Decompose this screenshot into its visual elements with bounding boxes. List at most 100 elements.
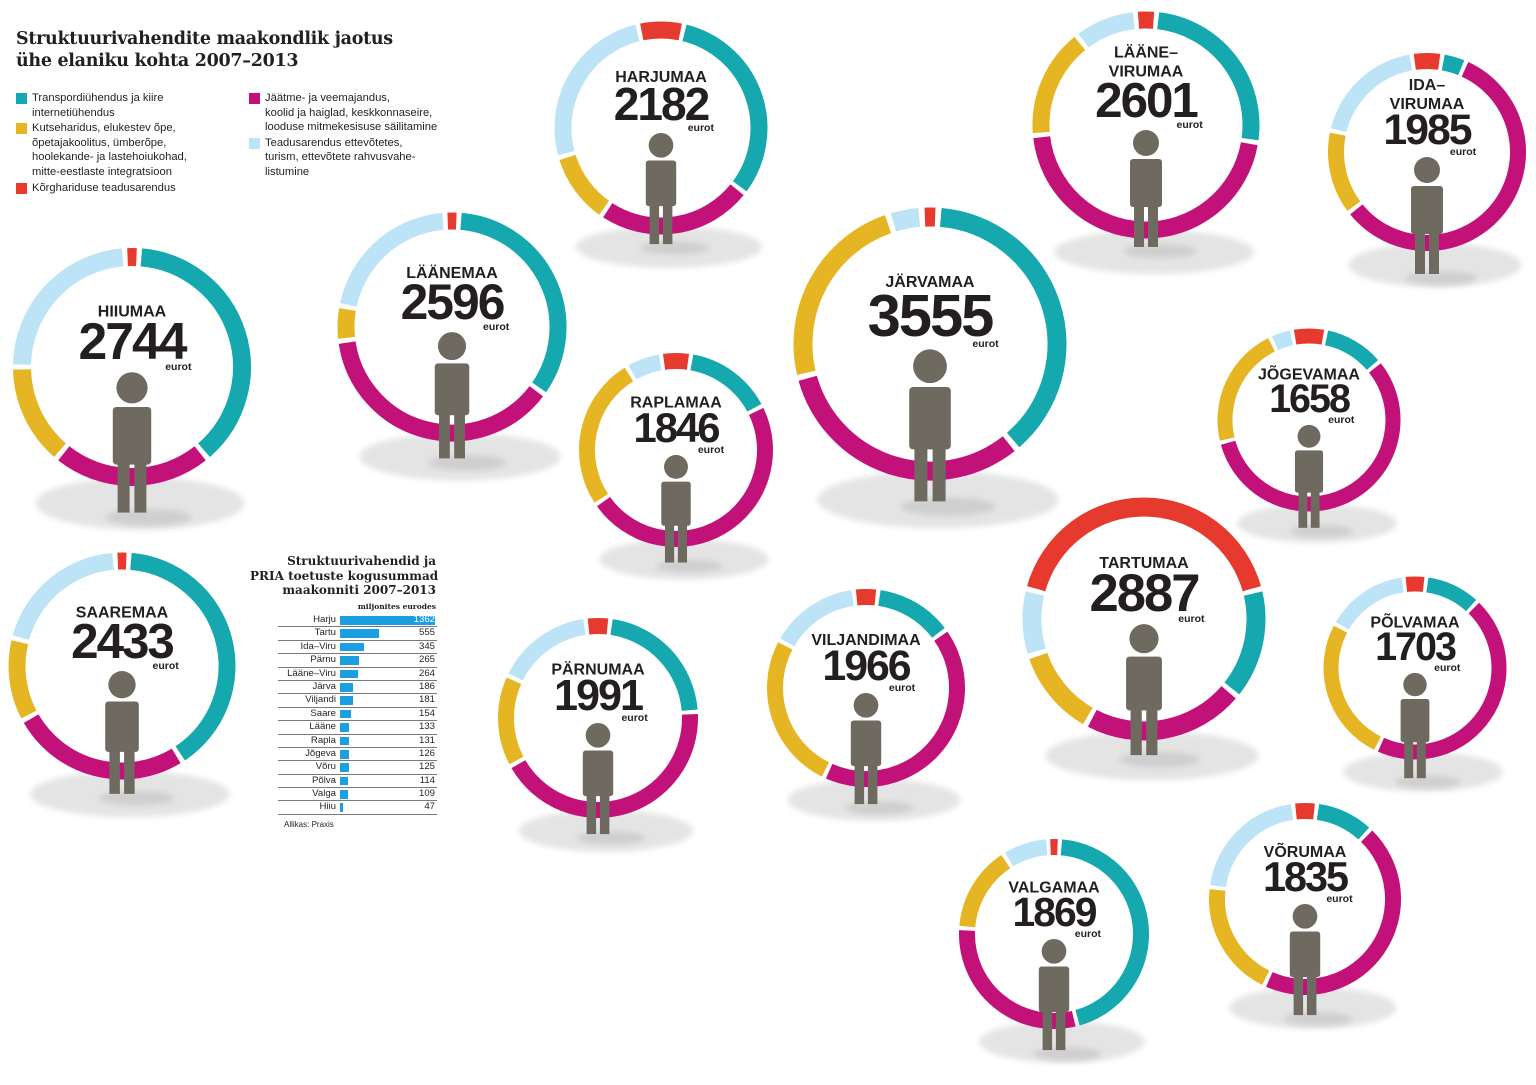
county-name: RAPLAMAA	[630, 395, 722, 412]
amount-unit: eurot	[621, 712, 648, 724]
legend-label: internetiühendus	[32, 106, 115, 119]
amount-per-resident: 1991	[554, 672, 643, 720]
amount-per-resident: 1846	[634, 404, 720, 451]
person-icon	[428, 332, 506, 471]
donut-segment-environment	[1350, 62, 1526, 251]
legend-label: koolid ja haiglad, keskkonnaseire,	[265, 106, 433, 119]
donut-segment-transport	[1157, 12, 1260, 141]
total-value: 345	[418, 640, 435, 652]
donut-segment-education	[959, 854, 1011, 928]
donut-segment-higher-ed	[1027, 497, 1261, 592]
donut-segment-environment	[338, 341, 544, 442]
amount-unit: eurot	[483, 321, 510, 333]
legend-swatch	[16, 182, 27, 194]
total-bar	[340, 736, 350, 746]
donut-segment-environment	[597, 407, 774, 548]
county-name: HIIUMAA	[98, 304, 167, 321]
county-name: VIRUMAA	[1390, 96, 1465, 113]
table-row: Järva 186	[278, 681, 437, 695]
donut-segment-transport	[682, 24, 768, 192]
donut-segment-education	[1328, 132, 1361, 211]
donut-segment-education	[1217, 338, 1276, 441]
donut-segment-enterprise	[628, 354, 662, 380]
donut-segment-education	[1032, 36, 1086, 134]
chart-title-line-1: Struktuurivahendite maakondlik jaotus	[16, 29, 393, 49]
donut-segment-transport	[460, 212, 567, 393]
total-value: 181	[418, 694, 435, 706]
chart-title-line-2: ühe elaniku kohta 2007–2013	[16, 51, 299, 71]
amount-unit: eurot	[698, 444, 725, 456]
donut-segment-environment	[58, 446, 206, 486]
person-icon	[1405, 157, 1477, 285]
county-name: VIRUMAA	[1109, 64, 1184, 81]
person-icon	[1033, 938, 1102, 1061]
total-value: 131	[418, 734, 435, 746]
total-value: 555	[418, 627, 435, 639]
amount-unit: eurot	[1178, 613, 1205, 625]
donut-segment-transport	[140, 248, 252, 457]
county-label: Jõgeva	[305, 747, 336, 759]
legend-label: Jäätme- ja veemajandus,	[265, 92, 390, 104]
county-label: Pärnu	[310, 654, 336, 666]
county-label: Rapla	[310, 734, 336, 746]
total-bar	[340, 749, 349, 759]
donut-segment-higher-ed	[662, 352, 690, 370]
donut-segment-environment	[798, 375, 1015, 481]
total-bar	[340, 616, 435, 625]
source-note: Allikas: Praxis	[284, 820, 334, 829]
donut-segment-transport	[610, 619, 698, 712]
county-label: Valga	[312, 788, 336, 800]
person-icon	[655, 454, 722, 573]
amount-per-resident: 2596	[401, 274, 504, 330]
person-icon	[1284, 903, 1353, 1026]
total-bar	[340, 709, 351, 719]
chart-title: Struktuurivahendite maakondlik jaotus üh…	[16, 28, 436, 72]
county-name: JÄRVAMAA	[885, 273, 975, 291]
donut-segment-environment	[1377, 602, 1507, 760]
total-value: 47	[424, 801, 435, 813]
total-bar	[340, 776, 348, 786]
amount-per-resident: 2182	[614, 78, 709, 130]
donut-segment-education	[579, 367, 634, 503]
donut-segment-transport	[1316, 804, 1370, 840]
total-value: 265	[418, 654, 435, 666]
person-icon	[105, 372, 192, 526]
table-row: Saare 154	[278, 708, 437, 722]
county-name: IDA–	[1409, 77, 1446, 94]
amount-per-resident: 1869	[1013, 889, 1097, 935]
donut-segment-education	[767, 642, 830, 777]
donut-segment-transport	[939, 207, 1067, 448]
bar-table-unit: miljonites eurodes	[357, 602, 436, 611]
county-label: Tartu	[314, 627, 336, 639]
donut-segment-enterprise	[1078, 12, 1136, 48]
total-value: 126	[418, 747, 435, 759]
county-label: Võru	[315, 761, 336, 773]
total-value: 109	[418, 788, 435, 800]
amount-per-resident: 2433	[71, 614, 173, 669]
county-label: Ida–Viru	[300, 640, 336, 652]
person-icon	[901, 349, 995, 516]
legend-swatch	[16, 123, 27, 135]
legend-label: Kutseharidus, elukestev õpe,	[32, 122, 176, 135]
table-row: Harju 1362	[278, 614, 437, 628]
amount-unit: eurot	[1450, 146, 1477, 158]
county-name: PÕLVAMAA	[1370, 612, 1460, 632]
donut-segment-transport	[1441, 54, 1465, 76]
person-icon	[845, 692, 914, 815]
donut-segment-education	[337, 308, 356, 339]
amount-per-resident: 1658	[1269, 377, 1350, 421]
donut-segment-environment	[1087, 685, 1236, 741]
amount-per-resident: 1835	[1263, 854, 1348, 900]
amount-per-resident: 2744	[79, 312, 188, 370]
donut-segment-environment	[959, 930, 1076, 1029]
total-bar	[340, 656, 359, 665]
donut-segment-education	[1209, 889, 1270, 985]
legend-label: turism, ettevõtete rahvusvahe-	[265, 151, 416, 164]
